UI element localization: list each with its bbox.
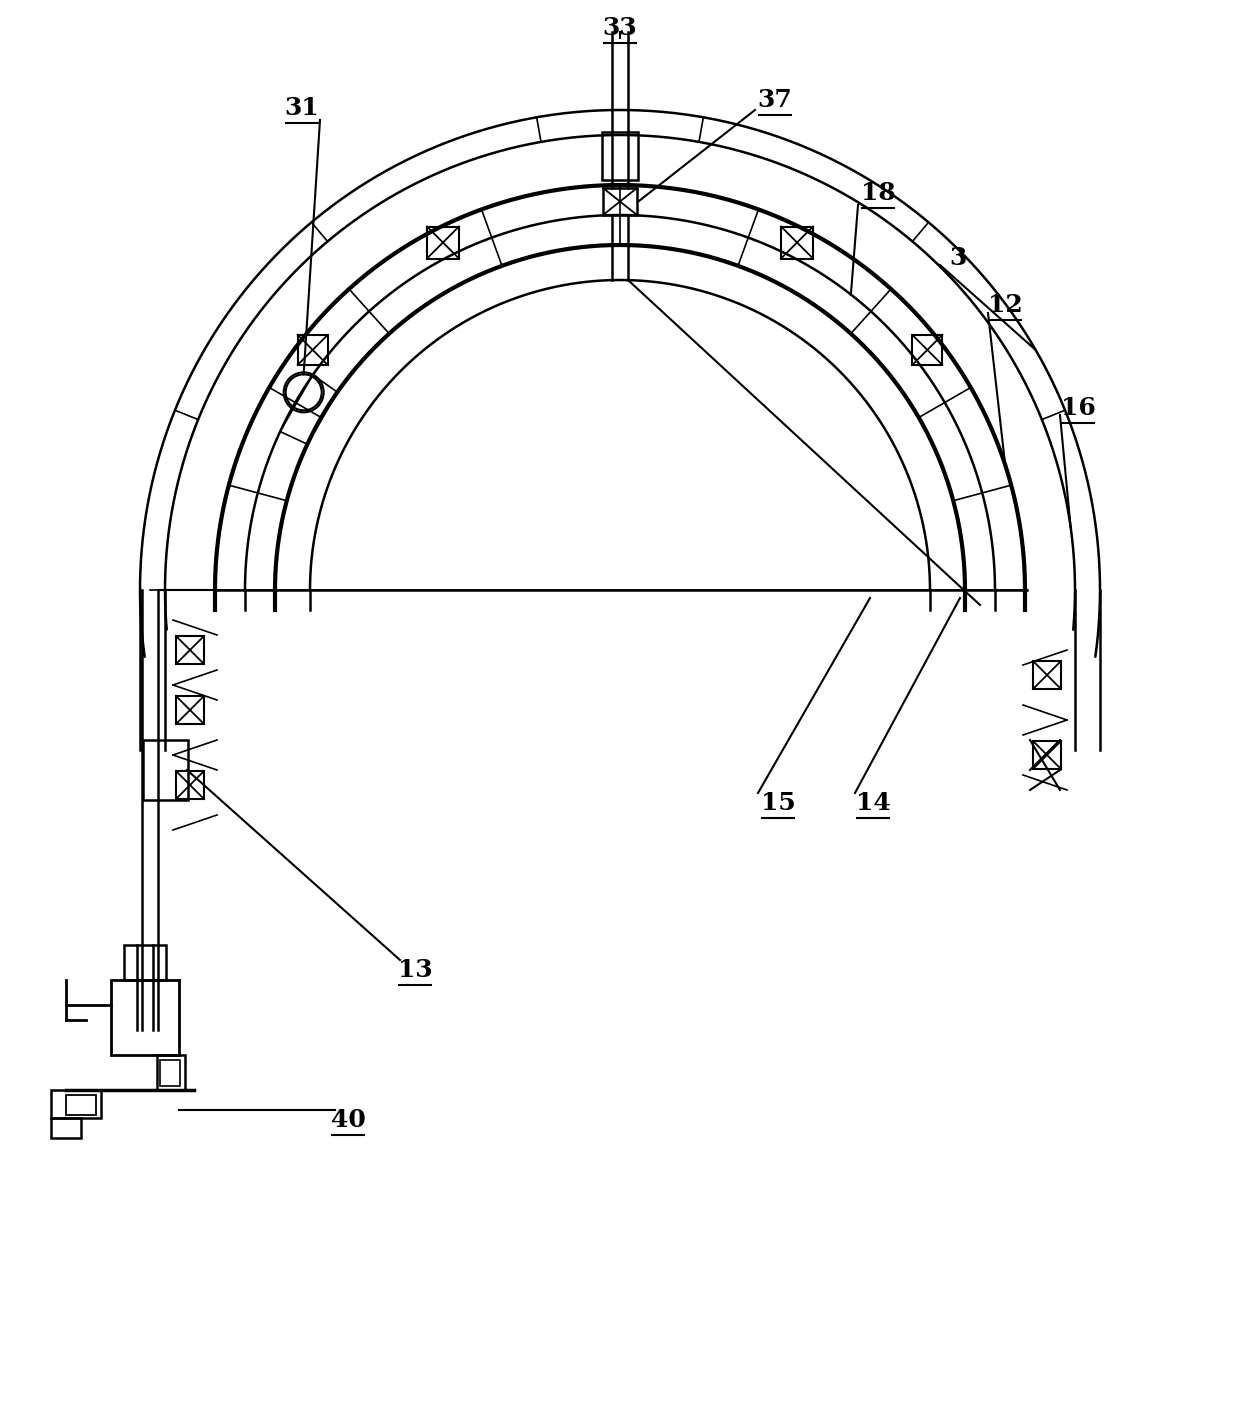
Bar xyxy=(781,226,813,259)
Bar xyxy=(601,132,639,179)
Bar xyxy=(176,771,205,798)
Text: 14: 14 xyxy=(856,791,890,815)
Bar xyxy=(298,334,327,364)
Text: 33: 33 xyxy=(603,16,637,40)
Bar xyxy=(157,1054,185,1090)
Bar xyxy=(143,740,188,800)
Text: 18: 18 xyxy=(861,181,895,205)
Bar xyxy=(160,1060,180,1086)
Bar xyxy=(112,980,179,1054)
Text: 40: 40 xyxy=(331,1109,366,1133)
Text: 31: 31 xyxy=(285,95,320,120)
Text: 12: 12 xyxy=(987,293,1022,317)
Bar xyxy=(603,188,637,215)
Bar xyxy=(66,1096,95,1116)
Bar xyxy=(51,1090,100,1118)
Text: 15: 15 xyxy=(760,791,795,815)
Bar xyxy=(913,334,942,364)
Bar xyxy=(51,1118,81,1138)
Text: 37: 37 xyxy=(758,88,792,112)
Bar xyxy=(176,696,205,724)
Bar xyxy=(124,945,166,980)
Bar xyxy=(176,636,205,665)
Bar xyxy=(427,226,459,259)
Text: 3: 3 xyxy=(950,246,967,270)
Text: 13: 13 xyxy=(398,958,433,982)
Bar xyxy=(1033,662,1061,689)
Bar xyxy=(1033,741,1061,768)
Text: 16: 16 xyxy=(1060,396,1095,420)
